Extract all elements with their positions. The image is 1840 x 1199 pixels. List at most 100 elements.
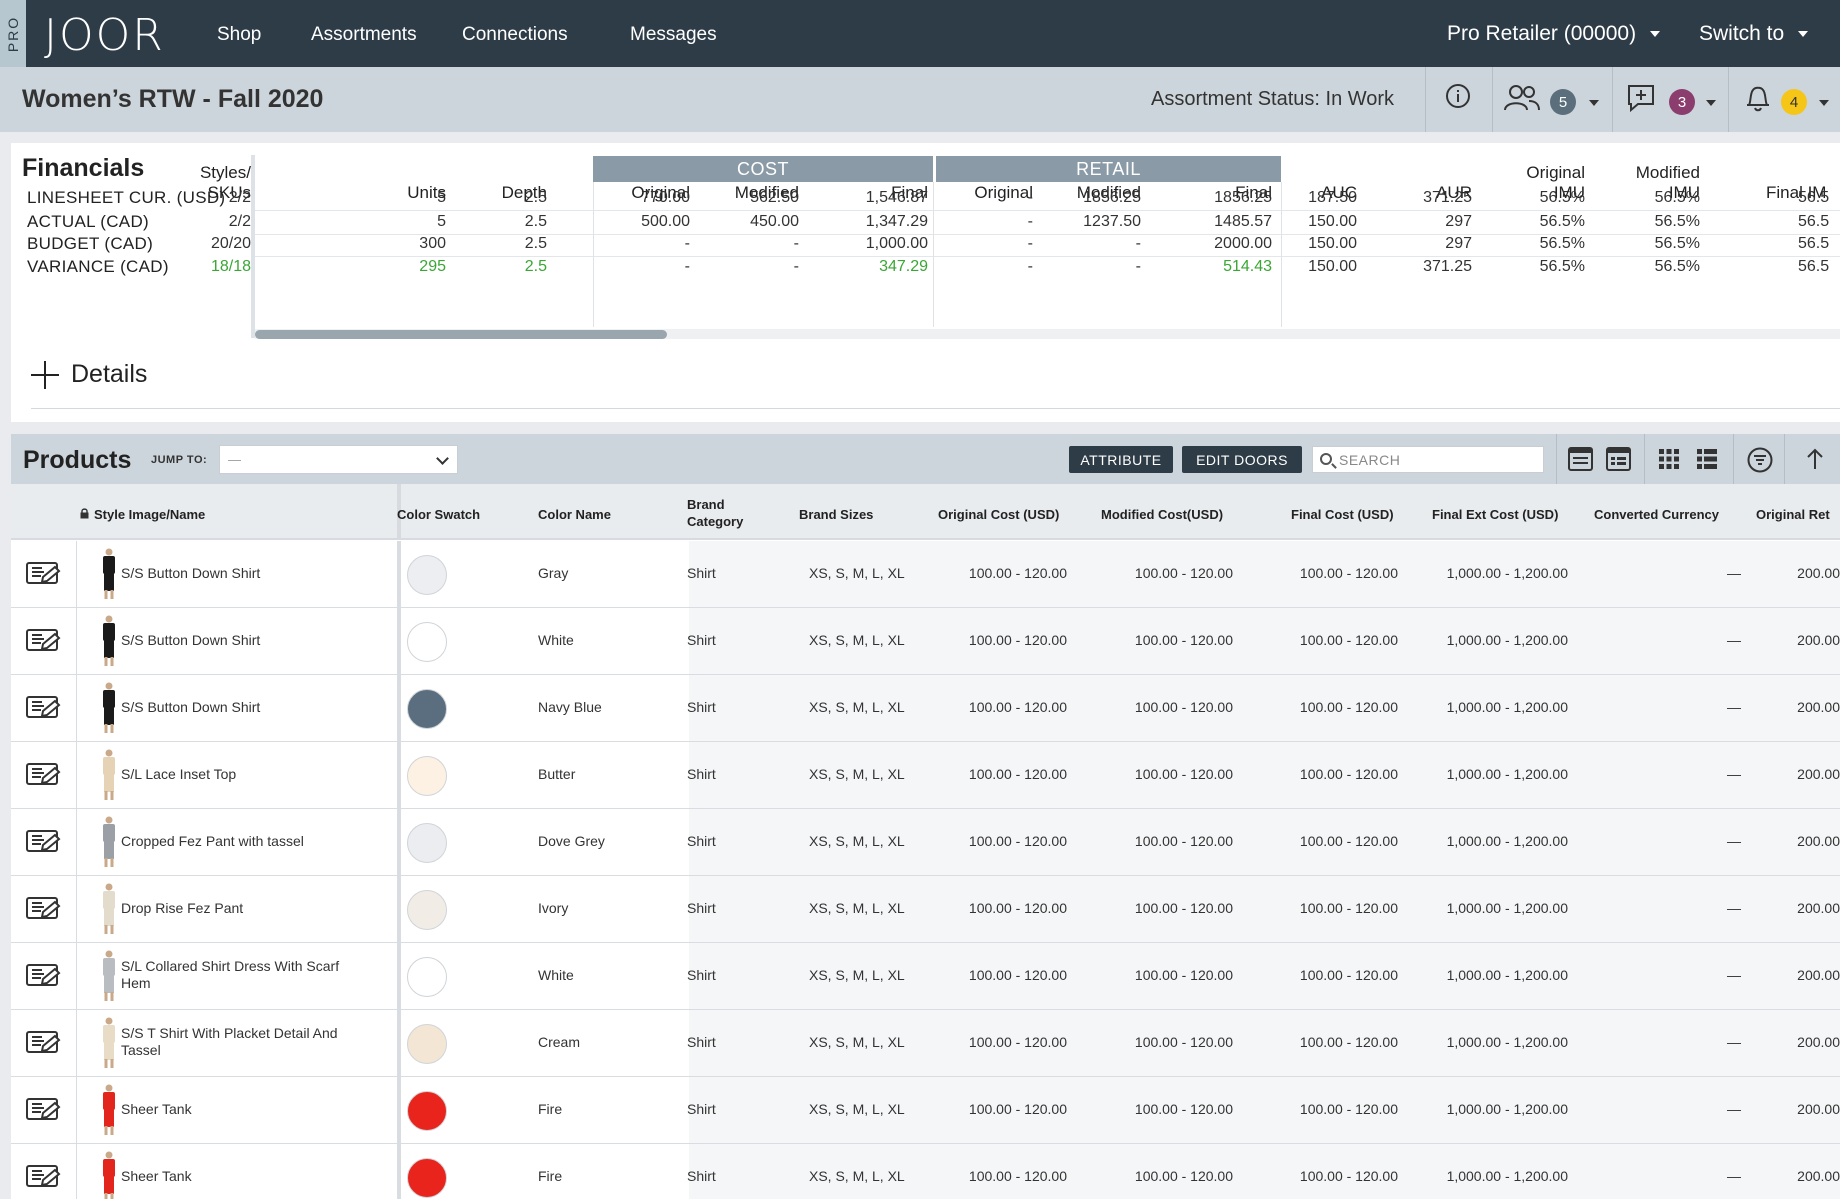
style-thumbnail[interactable] — [92, 680, 126, 736]
style-name-link[interactable]: Cropped Fez Pant with tassel — [121, 833, 304, 850]
converted-currency: — — [1727, 1101, 1741, 1117]
users-icon[interactable] — [1503, 83, 1541, 113]
color-swatch[interactable] — [407, 823, 447, 863]
style-name-line1: S/L Collared Shirt Dress With Scarf — [121, 958, 340, 974]
filter-icon[interactable] — [1747, 447, 1773, 473]
jump-to-select[interactable]: — — [219, 445, 458, 474]
table-row[interactable]: Sheer Tank Fire Shirt XS, S, M, L, XL 100.00… — [11, 1077, 1840, 1144]
edit-style-icon[interactable] — [25, 1164, 63, 1192]
info-icon[interactable] — [1445, 83, 1471, 109]
details-toggle[interactable]: Details — [31, 360, 147, 389]
style-thumbnail[interactable] — [92, 546, 126, 602]
color-swatch[interactable] — [407, 622, 447, 662]
col-final-cost[interactable]: Final Cost (USD) — [1291, 507, 1394, 522]
table-row[interactable]: Drop Rise Fez Pant Ivory Shirt XS, S, M, L,… — [11, 876, 1840, 943]
color-swatch[interactable] — [407, 957, 447, 997]
edit-style-icon[interactable] — [25, 561, 63, 589]
style-thumbnail[interactable] — [92, 747, 126, 803]
style-name-link[interactable]: S/S Button Down Shirt — [121, 565, 260, 582]
edit-style-icon[interactable] — [25, 1030, 63, 1058]
edit-style-icon[interactable] — [25, 695, 63, 723]
edit-style-icon[interactable] — [25, 628, 63, 656]
style-thumbnail[interactable] — [92, 814, 126, 870]
bell-icon[interactable] — [1745, 83, 1771, 113]
switch-to-menu[interactable]: Switch to — [1699, 22, 1809, 46]
color-swatch[interactable] — [407, 890, 447, 930]
style-thumbnail[interactable] — [92, 1015, 126, 1071]
horizontal-scrollbar[interactable] — [255, 329, 1840, 339]
col-original-cost[interactable]: Original Cost (USD) — [938, 507, 1060, 522]
edit-style-icon[interactable] — [25, 963, 63, 991]
style-name-link[interactable]: S/S Button Down Shirt — [121, 632, 260, 649]
joor-logo[interactable]: JOOR — [44, 10, 165, 61]
col-modified-cost[interactable]: Modified Cost(USD) — [1101, 507, 1224, 522]
style-thumbnail[interactable] — [92, 1149, 126, 1199]
col-brand-category[interactable]: Brand Category — [687, 496, 743, 530]
style-thumbnail[interactable] — [92, 881, 126, 937]
col-original-retail[interactable]: Original Ret — [1756, 507, 1830, 522]
search-input[interactable]: SEARCH — [1312, 446, 1544, 473]
card-view-icon[interactable] — [1568, 447, 1593, 471]
color-swatch[interactable] — [407, 1024, 447, 1064]
grid-view-icon[interactable] — [1657, 447, 1681, 471]
nav-connections[interactable]: Connections — [462, 24, 568, 45]
col-final-ext-cost[interactable]: Final Ext Cost (USD) — [1432, 507, 1559, 522]
table-row[interactable]: Sheer Tank Fire Shirt XS, S, M, L, XL 100.00… — [11, 1144, 1840, 1199]
col-style-image-name[interactable]: Style Image/Name — [94, 507, 206, 522]
attribute-button[interactable]: ATTRIBUTE — [1069, 446, 1173, 473]
detail-list-icon[interactable] — [1606, 447, 1631, 471]
color-swatch[interactable] — [407, 555, 447, 595]
col-converted-currency[interactable]: Converted Currency — [1594, 507, 1719, 522]
style-name-link[interactable]: S/S Button Down Shirt — [121, 699, 260, 716]
style-name-link[interactable]: Sheer Tank — [121, 1101, 192, 1118]
nav-assortments[interactable]: Assortments — [311, 24, 417, 45]
nav-shop[interactable]: Shop — [217, 24, 262, 45]
color-swatch[interactable] — [407, 756, 447, 796]
nav-messages[interactable]: Messages — [630, 24, 717, 45]
scrollbar-thumb[interactable] — [255, 330, 667, 339]
table-row[interactable]: S/S Button Down Shirt Gray Shirt XS, S, M, … — [11, 541, 1840, 608]
style-name-link[interactable]: Drop Rise Fez Pant — [121, 900, 243, 917]
chevron-down-icon[interactable] — [1706, 100, 1716, 106]
table-row[interactable]: S/L Collared Shirt Dress With Scarf Hem Wh… — [11, 943, 1840, 1010]
edit-style-icon[interactable] — [25, 1097, 63, 1125]
color-swatch[interactable] — [407, 689, 447, 729]
style-thumbnail[interactable] — [92, 1082, 126, 1138]
style-name-link[interactable]: S/L Collared Shirt Dress With Scarf Hem — [121, 958, 339, 992]
style-image-name-cell — [77, 876, 397, 942]
add-comment-icon[interactable] — [1626, 83, 1656, 113]
plus-icon — [31, 360, 59, 389]
arrow-up-icon[interactable] — [1805, 447, 1825, 471]
style-name-link[interactable]: S/L Lace Inset Top — [121, 766, 236, 783]
fin-col-retail-modified: Modified — [1077, 183, 1141, 203]
edit-doors-button[interactable]: EDIT DOORS — [1182, 446, 1302, 473]
edit-style-icon[interactable] — [25, 829, 63, 857]
table-row[interactable]: S/S Button Down Shirt White Shirt XS, S, M,… — [11, 608, 1840, 675]
table-row[interactable]: Cropped Fez Pant with tassel Dove Grey Shi… — [11, 809, 1840, 876]
fin-cell-retail-modified: 1237.50 — [1083, 213, 1141, 230]
converted-currency: — — [1727, 766, 1741, 782]
color-swatch[interactable] — [407, 1091, 447, 1131]
chevron-down-icon[interactable] — [1819, 100, 1829, 106]
list-view-icon[interactable] — [1695, 447, 1719, 471]
color-swatch[interactable] — [407, 1158, 447, 1198]
style-name-line2: Hem — [121, 975, 151, 991]
table-row[interactable]: S/S T Shirt With Placket Detail And Tasse… — [11, 1010, 1840, 1077]
edit-style-icon[interactable] — [25, 896, 63, 924]
style-thumbnail[interactable] — [92, 613, 126, 669]
edit-style-icon[interactable] — [25, 762, 63, 790]
users-count-badge: 5 — [1550, 89, 1576, 115]
col-brand-sizes[interactable]: Brand Sizes — [799, 507, 874, 522]
original-retail: 200.00 — [1797, 967, 1840, 983]
chevron-down-icon[interactable] — [1589, 100, 1599, 106]
style-name-link[interactable]: S/S T Shirt With Placket Detail And Tasse… — [121, 1025, 338, 1059]
col-color-name[interactable]: Color Name — [538, 507, 611, 522]
table-row[interactable]: S/S Button Down Shirt Navy Blue Shirt XS, S… — [11, 675, 1840, 742]
account-switcher[interactable]: Pro Retailer (00000) — [1447, 22, 1661, 46]
brand-category: Shirt — [687, 565, 716, 581]
fin-cell-cost-final: 1,546.87 — [865, 189, 928, 206]
col-color-swatch[interactable]: Color Swatch — [397, 507, 481, 522]
table-row[interactable]: S/L Lace Inset Top Butter Shirt XS, S, M, L… — [11, 742, 1840, 809]
style-thumbnail[interactable] — [92, 948, 126, 1004]
style-name-link[interactable]: Sheer Tank — [121, 1168, 192, 1185]
